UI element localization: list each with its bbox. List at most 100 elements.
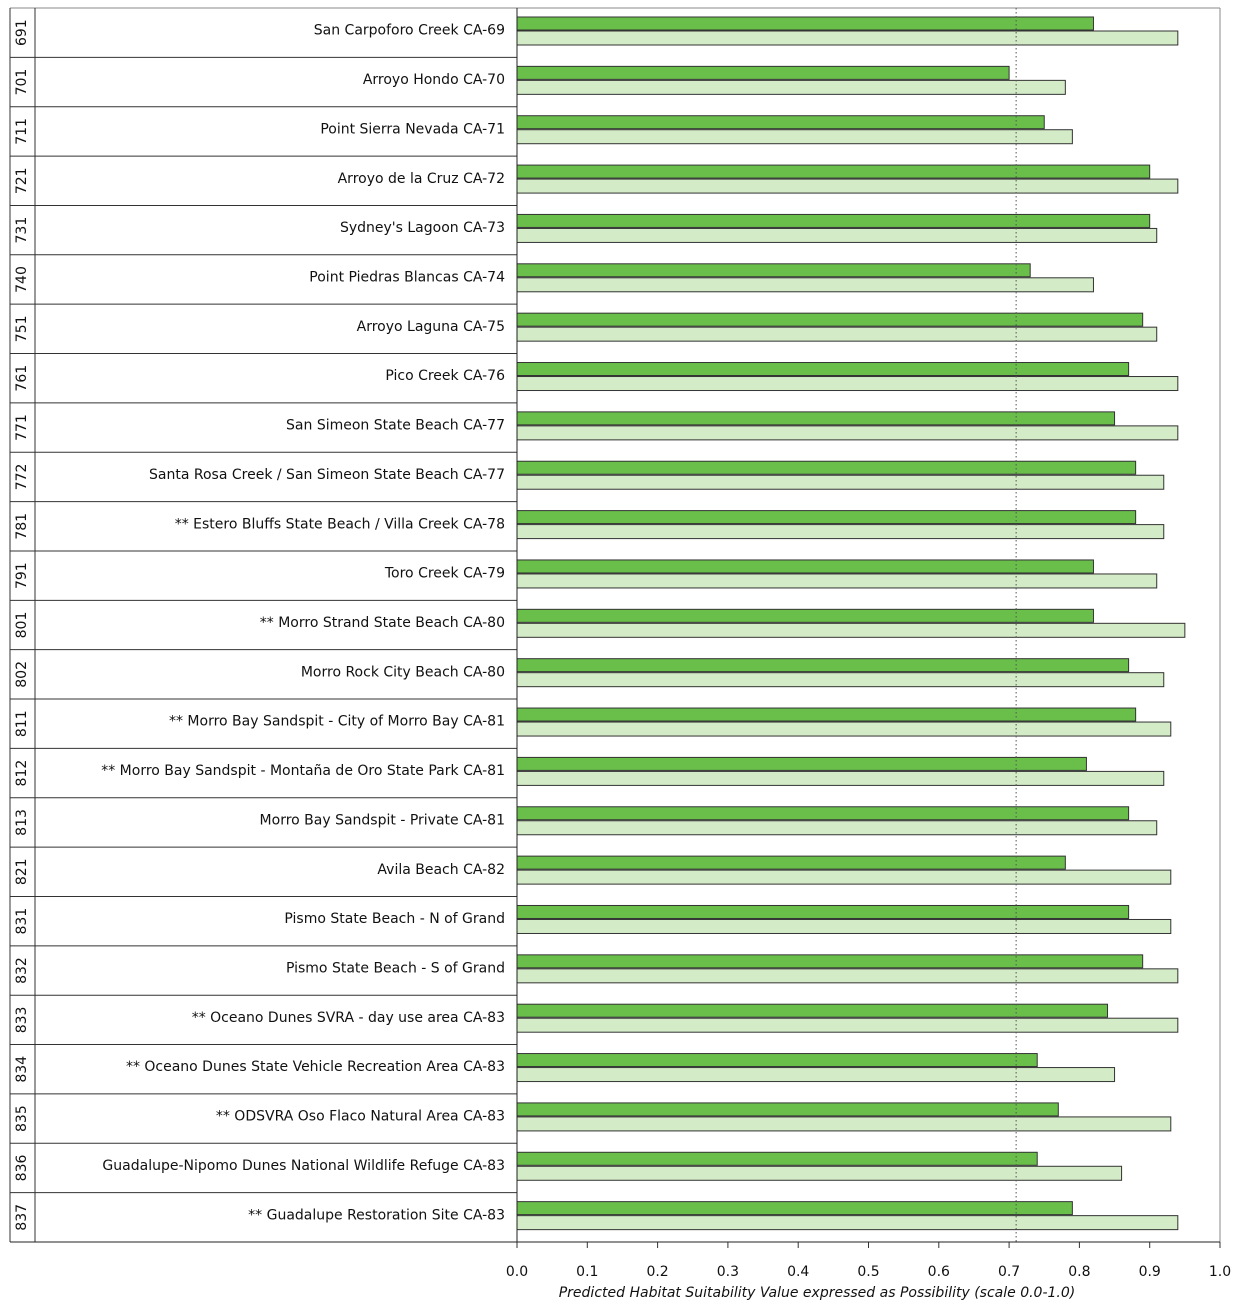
row-label: Pico Creek CA-76 — [385, 368, 505, 384]
site-code: 833 — [14, 1007, 30, 1034]
row-label: San Carpoforo Creek CA-69 — [314, 23, 505, 39]
row-label: ** Oceano Dunes State Vehicle Recreation… — [126, 1059, 505, 1075]
x-tick-label: 0.4 — [787, 1264, 809, 1280]
row-label: San Simeon State Beach CA-77 — [286, 418, 505, 434]
bar — [516, 425, 1179, 441]
bar — [516, 1116, 1172, 1132]
bar — [516, 362, 1130, 377]
site-code: 802 — [14, 661, 30, 688]
bar — [516, 326, 1158, 342]
site-code: 751 — [14, 315, 30, 342]
bar — [516, 277, 1094, 293]
bar — [516, 376, 1179, 392]
row-label: Guadalupe-Nipomo Dunes National Wildlife… — [102, 1158, 505, 1174]
bar — [516, 1102, 1059, 1117]
x-axis-label: Predicted Habitat Suitability Value expr… — [559, 1285, 1076, 1301]
bar — [516, 1067, 1116, 1083]
row-label: Morro Bay Sandspit - Private CA-81 — [260, 812, 505, 828]
bar — [516, 707, 1137, 722]
bar — [516, 622, 1186, 638]
bar — [516, 1165, 1123, 1181]
site-code: 835 — [14, 1105, 30, 1132]
row-label: Santa Rosa Creek / San Simeon State Beac… — [149, 467, 505, 483]
bar — [516, 460, 1137, 475]
site-code: 812 — [14, 760, 30, 787]
row-label: Sydney's Lagoon CA-73 — [340, 220, 505, 236]
bar — [516, 904, 1130, 919]
bar — [516, 869, 1172, 885]
site-code: 731 — [14, 217, 30, 244]
bar — [516, 16, 1094, 31]
site-code: 831 — [14, 908, 30, 935]
site-code: 837 — [14, 1204, 30, 1231]
row-label: ** Estero Bluffs State Beach / Villa Cre… — [175, 516, 505, 532]
x-tick-label: 0.6 — [928, 1264, 950, 1280]
bar — [516, 129, 1073, 145]
bar — [516, 672, 1165, 688]
bar — [516, 1215, 1179, 1231]
bar — [516, 524, 1165, 540]
row-label: Pismo State Beach - S of Grand — [286, 961, 505, 977]
site-code: 740 — [14, 266, 30, 293]
bar — [516, 79, 1066, 95]
row-label: ** Morro Bay Sandspit - Montaña de Oro S… — [101, 763, 505, 779]
bar — [516, 411, 1116, 426]
bar — [516, 658, 1130, 673]
site-code: 836 — [14, 1155, 30, 1182]
bar — [516, 573, 1158, 589]
bar — [516, 30, 1179, 46]
site-code: 771 — [14, 414, 30, 441]
site-code: 811 — [14, 710, 30, 737]
bar — [516, 608, 1094, 623]
row-label: ** Guadalupe Restoration Site CA-83 — [248, 1207, 505, 1223]
x-tick-label: 0.1 — [576, 1264, 598, 1280]
site-code: 832 — [14, 957, 30, 984]
bar — [516, 1201, 1073, 1216]
row-label: Toro Creek CA-79 — [384, 566, 505, 582]
bar — [516, 1003, 1109, 1018]
row-label: Arroyo de la Cruz CA-72 — [338, 171, 505, 187]
site-code: 834 — [14, 1056, 30, 1083]
x-tick-label: 0.7 — [998, 1264, 1020, 1280]
bar — [516, 164, 1151, 179]
bar — [516, 1053, 1038, 1068]
bar — [516, 968, 1179, 984]
x-tick-label: 0.2 — [646, 1264, 668, 1280]
site-code: 791 — [14, 562, 30, 589]
site-code: 711 — [14, 118, 30, 145]
bar — [516, 1151, 1038, 1166]
bar — [516, 721, 1172, 737]
x-tick-label: 0.8 — [1068, 1264, 1090, 1280]
row-label: Pismo State Beach - N of Grand — [284, 911, 505, 927]
x-tick-label: 0.9 — [1139, 1264, 1161, 1280]
site-code: 691 — [14, 19, 30, 46]
bar — [516, 806, 1130, 821]
bar — [516, 855, 1066, 870]
x-tick-label: 1.0 — [1209, 1264, 1231, 1280]
site-code: 721 — [14, 167, 30, 194]
row-label: ** Morro Strand State Beach CA-80 — [260, 615, 505, 631]
row-label: Morro Rock City Beach CA-80 — [301, 664, 505, 680]
bar — [516, 263, 1031, 278]
row-label: Arroyo Laguna CA-75 — [357, 319, 505, 335]
row-label: ** Morro Bay Sandspit - City of Morro Ba… — [169, 714, 505, 730]
x-tick-label: 0.5 — [857, 1264, 879, 1280]
row-label: ** Oceano Dunes SVRA - day use area CA-8… — [192, 1010, 505, 1026]
bar — [516, 115, 1045, 130]
bar — [516, 510, 1137, 525]
bar — [516, 1017, 1179, 1033]
site-code: 701 — [14, 69, 30, 96]
site-code: 772 — [14, 464, 30, 491]
row-label: ** ODSVRA Oso Flaco Natural Area CA-83 — [216, 1109, 505, 1125]
site-code: 781 — [14, 513, 30, 540]
row-label: Arroyo Hondo CA-70 — [363, 72, 505, 88]
bar — [516, 918, 1172, 934]
row-label: Point Sierra Nevada CA-71 — [320, 121, 505, 137]
bar — [516, 474, 1165, 490]
x-tick-label: 0.3 — [717, 1264, 739, 1280]
bar — [516, 65, 1010, 80]
bar — [516, 559, 1094, 574]
bar — [516, 770, 1165, 786]
bar — [516, 312, 1144, 327]
